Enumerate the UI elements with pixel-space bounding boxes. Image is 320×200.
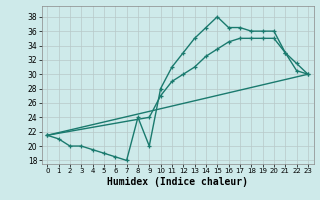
- X-axis label: Humidex (Indice chaleur): Humidex (Indice chaleur): [107, 177, 248, 187]
